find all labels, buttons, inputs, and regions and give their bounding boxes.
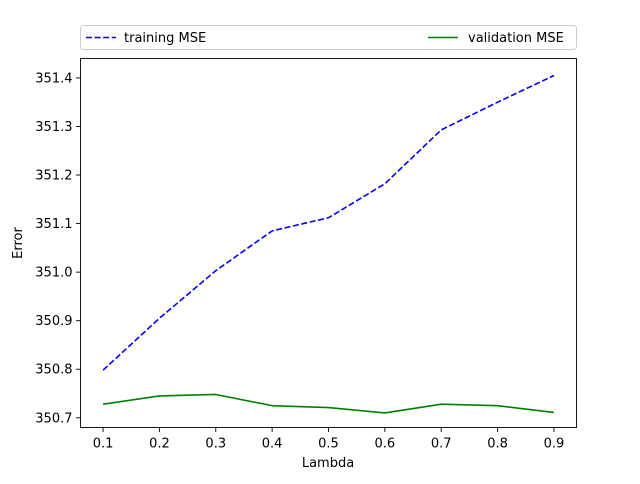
y-axis-label: Error [11,227,26,259]
y-tick-label: 350.7 [35,411,72,426]
plot-frame [80,58,577,428]
y-axis-ticks: 350.7 350.8 350.9 351.0 351.1 351.2 351.3 351.4 [35,71,81,426]
x-tick-label: 0.4 [262,437,283,452]
x-tick-label: 0.1 [93,437,114,452]
x-tick-label: 0.6 [375,437,396,452]
x-tick-label: 0.2 [149,437,170,452]
legend: training MSE validation MSE [80,25,577,50]
legend-label-training: training MSE [124,31,206,46]
y-tick-label: 351.2 [35,169,72,184]
series-line-validation [102,393,555,414]
x-tick-label: 0.7 [431,437,452,452]
series-layer [102,74,555,414]
legend-label-validation: validation MSE [468,31,564,46]
x-tick-label: 0.3 [205,437,226,452]
x-axis-label: Lambda [302,456,354,471]
x-axis-ticks: 0.1 0.2 0.3 0.4 0.5 0.6 0.7 0.8 0.9 [93,427,565,452]
y-tick-label: 351.4 [35,71,72,86]
x-tick-label: 0.9 [544,437,565,452]
x-tick-label: 0.8 [487,437,508,452]
y-tick-label: 350.9 [35,314,72,329]
x-tick-label: 0.5 [318,437,339,452]
y-tick-label: 351.0 [35,266,72,281]
y-tick-label: 351.3 [35,120,72,135]
y-tick-label: 351.1 [35,217,72,232]
series-line-training [102,74,555,371]
y-tick-label: 350.8 [35,363,72,378]
legend-frame [80,25,577,50]
